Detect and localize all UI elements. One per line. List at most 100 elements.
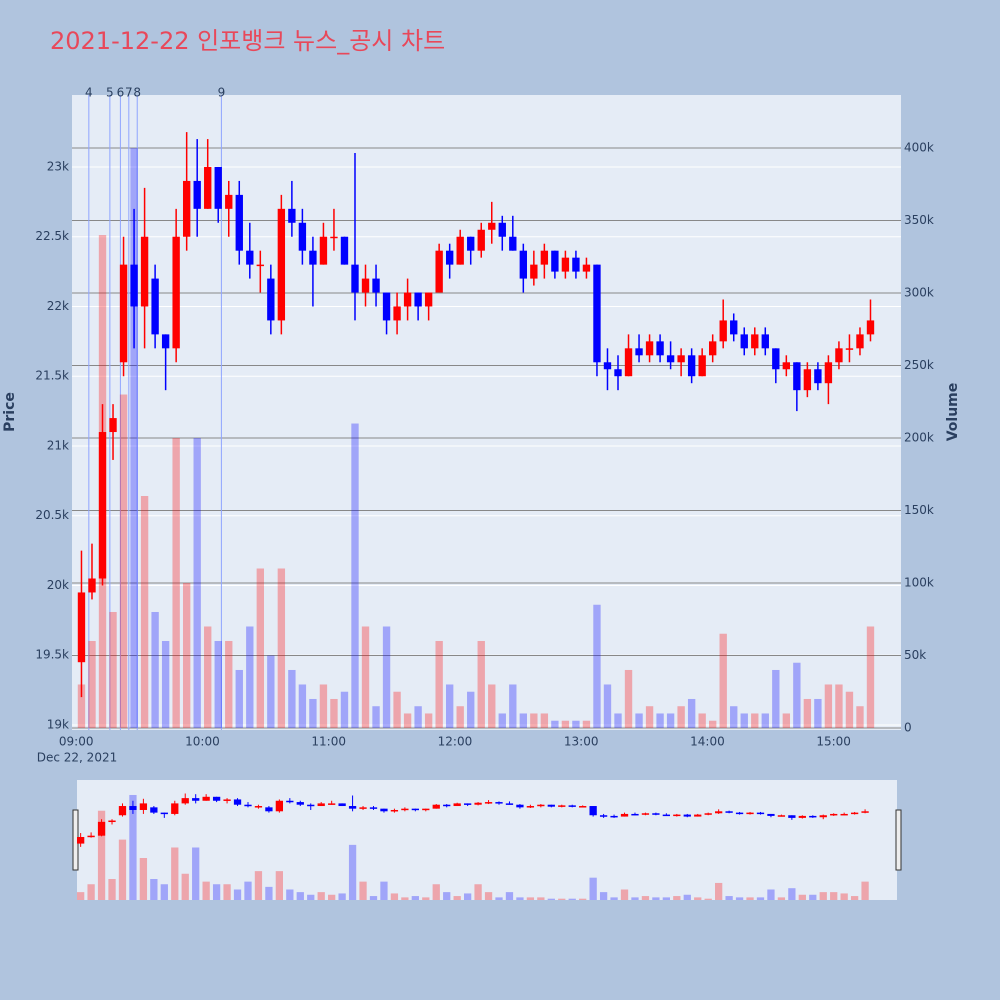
volume-bar (298, 684, 307, 728)
candle-body (456, 236, 464, 265)
x-tick-label: 10:00 (185, 735, 220, 749)
candle-body (309, 250, 317, 265)
volume-bar (456, 706, 464, 728)
volume-bar (687, 698, 696, 728)
slider-volume-bar (798, 894, 806, 900)
slider-candle-body (380, 808, 388, 812)
slider-volume-bar (516, 897, 524, 900)
x-tick-label: 13:00 (564, 735, 599, 749)
slider-candle-body (192, 798, 200, 801)
slider-volume-bar (568, 898, 576, 900)
slider-candle-body (474, 802, 482, 805)
y2-axis-title: Volume (945, 383, 961, 442)
volume-bar (603, 684, 612, 728)
y-tick-label: 21k (47, 438, 69, 452)
slider-candle-body (118, 806, 127, 816)
slider-volume-bar (390, 893, 399, 900)
slider-candle-body (537, 804, 545, 807)
volume-bar (572, 720, 580, 728)
slider-candle-body (840, 813, 848, 816)
slider-volume-bar (348, 844, 357, 900)
volume-bar (835, 684, 843, 728)
slider-volume-bar (139, 857, 148, 900)
slider-candle-body (526, 806, 535, 808)
slider-candle-body (850, 812, 859, 815)
candle-body (403, 292, 412, 307)
slider-volume-bar (767, 889, 775, 900)
slider-candle-body (798, 815, 806, 818)
y-tick-label: 19.5k (35, 648, 69, 662)
slider-candle-body (861, 811, 869, 813)
candle-body (288, 208, 296, 223)
volume-bar (140, 496, 149, 728)
slider-volume-bar (704, 898, 712, 900)
volume-bar (540, 713, 549, 728)
slider-candle-body (443, 804, 451, 807)
range-handle-right[interactable] (895, 809, 902, 871)
range-slider[interactable] (77, 780, 897, 900)
volume-bar (445, 684, 454, 728)
slider-volume-bar (118, 839, 127, 900)
volume-bar (88, 640, 96, 728)
slider-candle-body (725, 811, 733, 813)
candle-body (603, 362, 612, 370)
candle-body (214, 166, 222, 209)
slider-volume-bar (484, 892, 493, 900)
slider-volume-bar (401, 897, 409, 900)
slider-volume-bar (495, 897, 503, 900)
candle-body (372, 278, 380, 293)
y-tick-label: 22.5k (35, 229, 69, 243)
slider-volume-bar (735, 897, 744, 900)
slider-candle-body (735, 812, 744, 815)
slider-volume-bar (212, 884, 221, 900)
slider-candle-body (715, 811, 723, 814)
y2-tick-label: 150k (904, 503, 934, 517)
candle-body (235, 194, 243, 251)
candle-body (340, 236, 349, 265)
slider-volume-bar (286, 889, 294, 900)
candle-body (719, 320, 727, 342)
slider-volume-bar (620, 889, 629, 900)
slider-candle-body (516, 804, 524, 808)
candle-body (477, 229, 485, 251)
slider-volume-bar (265, 886, 273, 900)
slider-volume-bar (181, 873, 189, 900)
slider-volume-bar (641, 896, 650, 900)
candle-body (498, 222, 506, 237)
candle-body (709, 341, 717, 356)
candle-body (88, 578, 96, 593)
slider-volume-bar (171, 847, 179, 900)
slider-candle-body (181, 798, 189, 804)
slider-volume-bar (788, 888, 796, 900)
slider-candle-body (495, 802, 503, 804)
slider-candle-body (296, 802, 304, 805)
y2-tick-label: 250k (904, 358, 934, 372)
volume-bar (866, 626, 875, 728)
volume-bar (193, 438, 201, 728)
candle-body (445, 250, 454, 265)
slider-volume-bar (694, 897, 702, 900)
slider-candle-body (610, 815, 618, 818)
slider-volume-bar (453, 896, 461, 900)
slider-volume-bar (579, 898, 587, 900)
slider-candle-body (767, 813, 775, 816)
slider-candle-body (830, 813, 838, 816)
slider-candle-body (484, 802, 493, 804)
volume-bar (530, 713, 538, 728)
volume-bar (814, 698, 822, 728)
volume-bar (246, 626, 254, 728)
volume-bar (309, 698, 317, 728)
candle-body (277, 208, 286, 321)
candle-body (298, 222, 307, 251)
candle-body (140, 236, 149, 307)
volume-bar (277, 568, 286, 728)
slider-candle-body (275, 800, 284, 812)
news-marker-label: 7 (125, 86, 133, 100)
slider-candle-body (160, 812, 168, 815)
slider-volume-bar (307, 894, 315, 900)
y2-tick-label: 200k (904, 431, 934, 445)
y-tick-label: 22k (47, 299, 69, 313)
volume-bar (351, 423, 359, 728)
slider-candle-body (694, 814, 702, 817)
